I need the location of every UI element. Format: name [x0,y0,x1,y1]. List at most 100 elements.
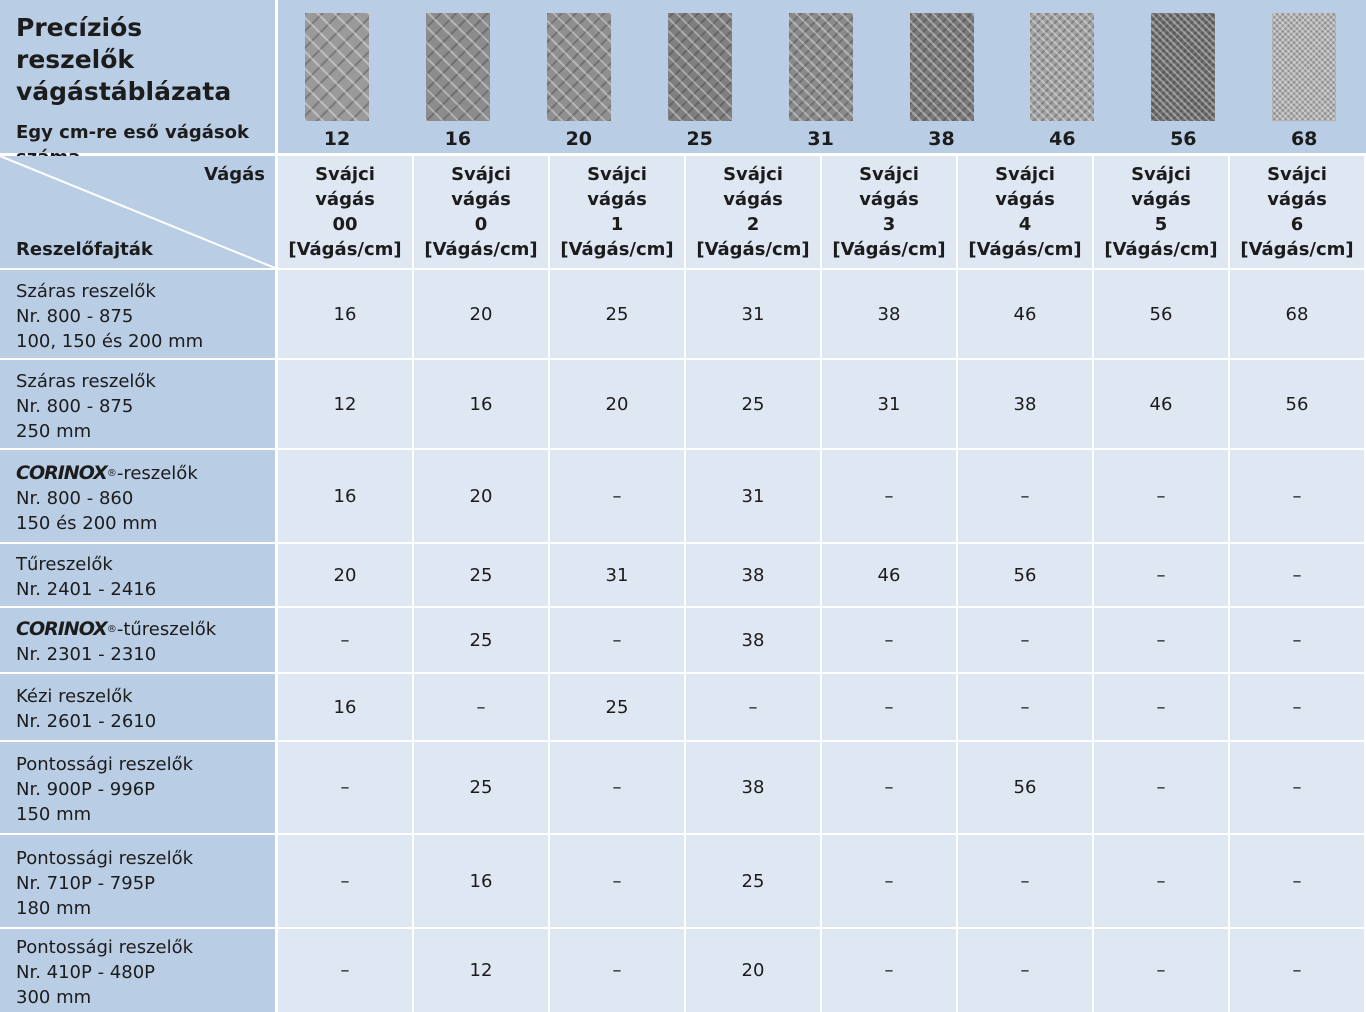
value-cell: 46 [822,544,956,606]
file-swatch [667,13,732,121]
row-label: Pontossági reszelők Nr. 410P - 480P 300 mm [0,929,275,1012]
row-label-text: Nr. 800 - 860 [16,487,134,509]
value-cell: 38 [686,544,820,606]
file-swatch [305,13,369,121]
corner-diagonal [0,156,275,268]
row-label-line: Nr. 800 - 875 [16,304,275,329]
value-cell: – [550,450,684,542]
row-label-line: CORINOX®-tűreszelők [16,617,275,642]
brand: CORINOX [16,461,108,484]
row-label-text: 300 mm [16,987,92,1008]
column-unit: [Vágás/cm] [968,239,1082,260]
row-label-text: Pontossági reszelők [16,754,194,775]
value-cell: – [1230,674,1364,740]
value-cell: – [822,608,956,672]
value-cell: – [1230,742,1364,833]
file-swatch [909,13,974,121]
row-label-text: Nr. 800 - 875 [16,395,134,417]
column-unit: [Vágás/cm] [832,239,946,260]
value-cell: – [958,450,1092,542]
column-header: Svájci vágás 5 [Vágás/cm] [1094,156,1228,268]
row-label-text: 150 mm [16,804,92,825]
value-cell: 20 [414,270,548,358]
row-label-text: 180 mm [16,897,92,919]
value-cell: 16 [278,674,412,740]
column-grade: 1 [610,214,624,235]
value-cell: – [1094,742,1228,833]
column-name: Svájci vágás [451,164,511,210]
row-label: Száras reszelők Nr. 800 - 875 250 mm [0,360,275,448]
value-cell: – [550,835,684,927]
row-label-text: 100, 150 és 200 mm [16,330,204,352]
row-label: CORINOX®-tűreszelők Nr. 2301 - 2310 [0,608,275,672]
value-cell: 20 [278,544,412,606]
swatch-number: 46 [1049,128,1076,150]
column-name: Svájci vágás [587,164,647,210]
value-cell: 38 [686,742,820,833]
value-cell: 25 [414,742,548,833]
column-name: Svájci vágás [723,164,783,210]
row-label-line: Pontossági reszelők [16,752,275,777]
row-label: Pontossági reszelők Nr. 710P - 795P 180 mm [0,835,275,927]
value-cell: 25 [686,835,820,927]
column-header: Svájci vágás 6 [Vágás/cm] [1230,156,1364,268]
value-cell: – [1094,674,1228,740]
column-grade: 2 [746,214,760,235]
value-cell: 38 [958,360,1092,448]
row-label-line: 150 és 200 mm [16,511,275,536]
row-label: CORINOX®-reszelők Nr. 800 - 860 150 és 200… [0,450,275,542]
value-cell: 25 [414,608,548,672]
row-label-line: Nr. 900P - 996P [16,777,275,802]
column-header: Svájci vágás 0 [Vágás/cm] [414,156,548,268]
row-label-text: -reszelők [116,462,198,484]
value-cell: 56 [1094,270,1228,358]
row-label-text: Kézi reszelők [16,686,133,707]
swatch-number: 56 [1170,128,1197,150]
swatch-band: 12 16 20 25 31 38 46 56 68 [278,0,1366,153]
column-unit: [Vágás/cm] [696,239,810,260]
column-unit: [Vágás/cm] [560,239,674,260]
row-label-line: CORINOX®-reszelők [16,461,275,486]
swatch-number: 68 [1290,128,1318,150]
row-label-text: Nr. 2601 - 2610 [16,711,157,732]
value-cell: – [1230,835,1364,927]
column-name: Svájci vágás [1267,164,1327,210]
row-label-line: 180 mm [16,896,275,921]
file-swatch [425,13,490,121]
value-cell: 38 [822,270,956,358]
column-header: Svájci vágás 2 [Vágás/cm] [686,156,820,268]
column-grade: 0 [474,214,488,235]
value-cell: 16 [278,450,412,542]
row-label-line: Nr. 2401 - 2416 [16,577,275,602]
value-cell: 46 [958,270,1092,358]
row-label-text: -tűreszelők [116,619,217,640]
value-cell: – [958,674,1092,740]
value-cell: 38 [686,608,820,672]
value-cell: – [1094,450,1228,542]
value-cell: 56 [958,742,1092,833]
value-cell: 16 [414,835,548,927]
file-swatch [1272,13,1337,121]
file-swatch [1030,13,1095,121]
column-grade: 5 [1154,214,1168,235]
corner: Vágás Reszelőfajták [0,156,275,268]
value-cell: – [822,450,956,542]
row-label-text: Nr. 2401 - 2416 [16,579,157,600]
row-label-text: Tűreszelők [16,554,113,575]
column-grade: 3 [882,214,896,235]
value-cell: 25 [686,360,820,448]
row-label-text: 150 és 200 mm [16,512,158,534]
value-cell: – [1094,835,1228,927]
row-label-line: 250 mm [16,419,275,444]
column-name: Svájci vágás [859,164,919,210]
column-unit: [Vágás/cm] [288,239,402,260]
brand: CORINOX [16,618,108,640]
value-cell: 31 [550,544,684,606]
value-cell: – [822,674,956,740]
value-cell: 25 [550,270,684,358]
row-label-text: Száras reszelők [16,280,156,302]
title-block: Precíziós reszelők vágástáblázata Egy cm… [0,0,275,168]
value-cell: – [686,674,820,740]
row-label-line: Nr. 2601 - 2610 [16,709,275,734]
